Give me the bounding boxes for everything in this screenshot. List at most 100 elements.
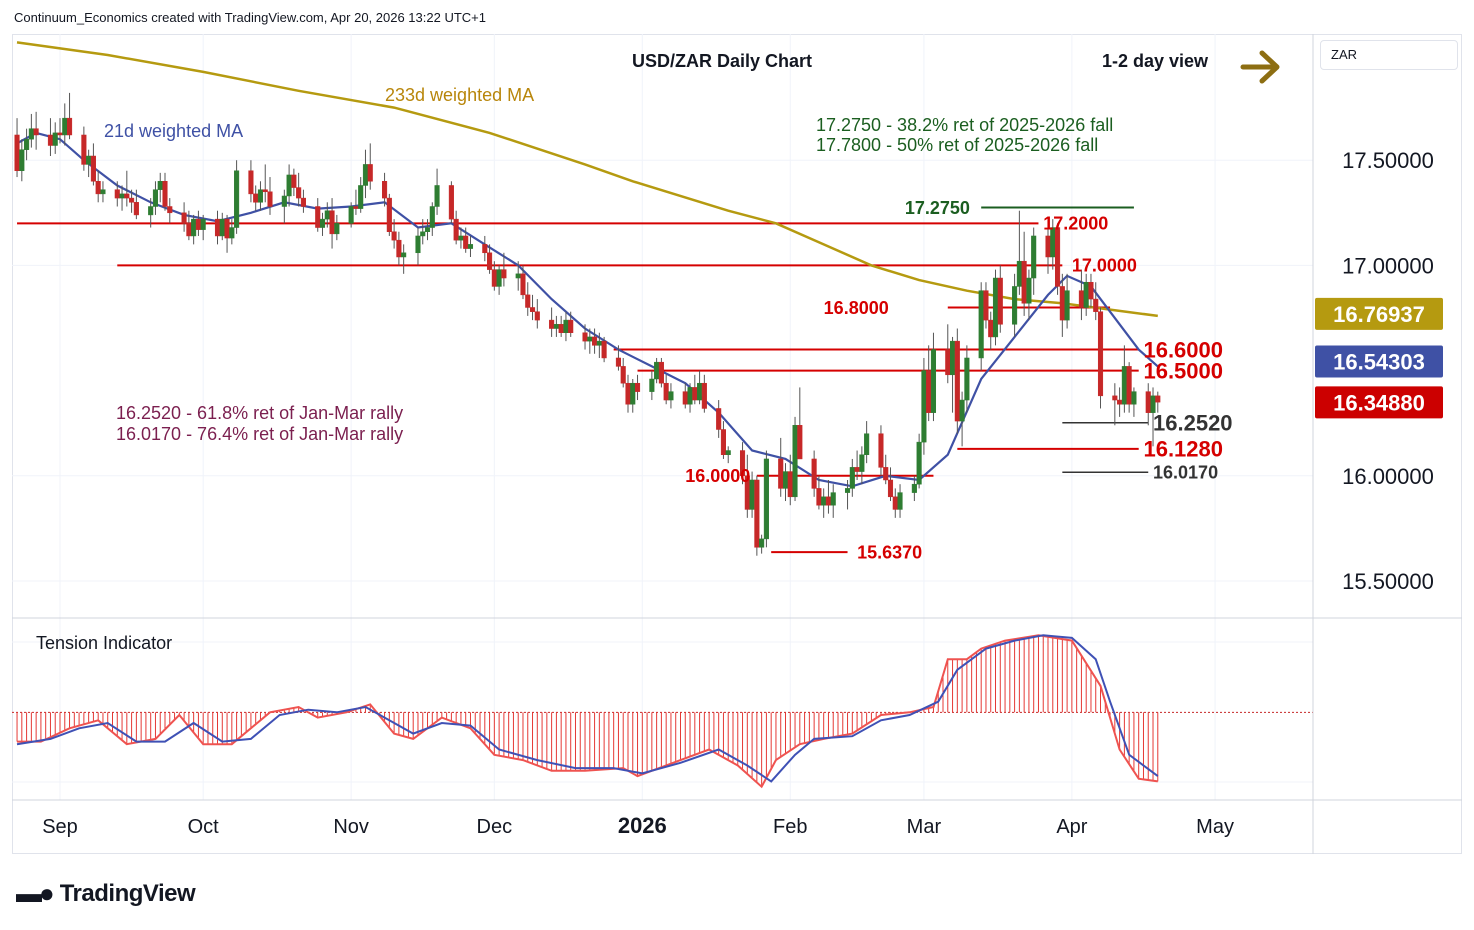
candle-body	[382, 181, 388, 199]
currency-selector[interactable]: ZAR	[1320, 40, 1458, 70]
candle	[697, 370, 703, 405]
candle-body	[496, 269, 502, 287]
candle	[195, 210, 201, 236]
candle-body	[348, 206, 354, 224]
candle-body	[95, 181, 101, 195]
tension-fast-line	[17, 634, 1158, 789]
candle-body	[424, 227, 431, 232]
candle	[47, 118, 54, 157]
candle-body	[1031, 235, 1037, 279]
candle-body	[1021, 260, 1027, 304]
candle-body	[534, 311, 540, 321]
candle-body	[1045, 235, 1051, 258]
candle-body	[897, 492, 903, 510]
candle	[348, 202, 354, 228]
candle-body	[214, 218, 221, 237]
candle-body	[391, 231, 397, 241]
candle-body	[954, 340, 960, 422]
candle-body	[1121, 366, 1127, 405]
candle	[401, 244, 407, 274]
candle	[167, 198, 173, 224]
candle	[959, 391, 965, 447]
level-label: 16.2520	[1153, 410, 1233, 435]
candle-body	[763, 458, 769, 540]
candle-body	[592, 336, 598, 346]
candle	[1097, 307, 1104, 409]
candle-body	[1097, 311, 1104, 397]
candle-body	[1078, 290, 1084, 308]
tradingview-logo[interactable]: ▬● TradingView	[16, 878, 196, 909]
candle-body	[501, 269, 507, 279]
candle-body	[997, 277, 1003, 325]
candle-body	[420, 231, 426, 237]
candle-body	[663, 382, 669, 401]
candle	[334, 214, 340, 241]
candle	[1121, 345, 1127, 413]
candle-body	[859, 454, 865, 472]
x-tick-label: Sep	[42, 816, 78, 838]
candle	[634, 374, 641, 401]
candle-body	[716, 408, 722, 430]
candle	[181, 202, 187, 232]
candle-body	[749, 479, 755, 510]
candle-body	[1155, 395, 1161, 403]
candle-body	[191, 218, 197, 237]
candle-body	[739, 450, 746, 477]
candle-body	[281, 195, 287, 207]
y-tick-label: 17.50000	[1342, 148, 1434, 173]
candle	[701, 374, 707, 413]
candle-body	[964, 357, 970, 401]
candle-body	[682, 391, 688, 405]
candle	[129, 189, 135, 213]
candle-body	[649, 378, 655, 392]
candle	[152, 181, 159, 215]
candle-body	[14, 134, 20, 171]
candle	[930, 332, 937, 422]
candle-body	[253, 193, 259, 203]
candle	[649, 370, 655, 401]
x-tick-label: Oct	[188, 816, 220, 838]
candle-body	[930, 349, 937, 413]
candle	[825, 479, 832, 514]
candle	[620, 357, 626, 388]
candle-body	[133, 202, 139, 216]
candle-body	[849, 467, 855, 489]
candle	[1012, 273, 1018, 337]
candle-body	[33, 128, 39, 136]
candle	[24, 128, 30, 161]
candle-body	[911, 483, 917, 493]
candle	[744, 454, 750, 518]
candle	[1126, 362, 1132, 413]
price-badge	[1315, 297, 1443, 330]
candle	[415, 227, 421, 266]
candle-body	[1150, 395, 1156, 413]
ma21-label: 21d weighted MA	[104, 121, 243, 141]
tradingview-logo-text: TradingView	[59, 879, 196, 907]
candle-body	[654, 361, 660, 380]
candle	[329, 198, 335, 249]
tension-slow-line	[16, 634, 1159, 783]
candle	[763, 450, 769, 548]
candle-body	[415, 235, 421, 254]
candle-body	[482, 244, 488, 254]
candle	[921, 357, 927, 455]
candle-body	[367, 164, 373, 182]
candle-body	[854, 467, 860, 472]
candle	[100, 181, 106, 203]
price-badge-label: 16.54303	[1333, 350, 1425, 375]
candle	[420, 219, 426, 245]
candle-body	[334, 223, 340, 235]
candle	[453, 210, 459, 245]
candle	[496, 265, 502, 295]
candle-body	[992, 277, 999, 338]
candle	[964, 345, 970, 413]
candle	[52, 122, 58, 154]
candle	[892, 488, 898, 518]
y-tick-label: 17.00000	[1342, 253, 1434, 278]
candle	[1021, 231, 1027, 316]
candle	[759, 534, 765, 554]
candle	[897, 484, 903, 518]
candle-body	[262, 189, 268, 193]
candle-body	[1016, 260, 1022, 287]
